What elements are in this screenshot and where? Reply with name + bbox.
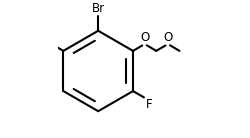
- Text: Br: Br: [92, 2, 105, 15]
- Text: F: F: [146, 98, 152, 112]
- Text: O: O: [140, 31, 149, 44]
- Text: O: O: [163, 31, 172, 44]
